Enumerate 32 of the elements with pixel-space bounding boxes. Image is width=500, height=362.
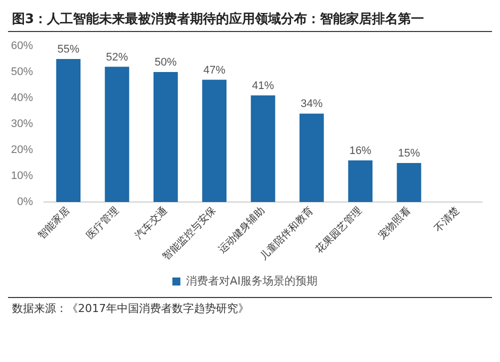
- x-tick-label: 医疗管理: [84, 204, 121, 242]
- bar: [154, 72, 178, 202]
- y-tick-label: 30%: [10, 118, 34, 130]
- data-label: 47%: [203, 64, 226, 76]
- data-label: 41%: [252, 80, 274, 92]
- bar: [104, 66, 130, 202]
- y-tick-label: 20%: [10, 144, 34, 156]
- source-note: 数据来源：《2017年中国消费者数字趋势研究》: [12, 301, 250, 316]
- x-tick-label: 智能家居: [36, 204, 72, 242]
- x-tick-label: 不清楚: [432, 204, 462, 234]
- x-tick-label: 宠物照看: [376, 204, 413, 242]
- y-tick-label: 0%: [17, 196, 34, 208]
- data-label: 52%: [106, 51, 128, 64]
- bar: [348, 160, 373, 202]
- data-label: 15%: [398, 148, 420, 160]
- bar: [202, 80, 227, 202]
- bar: [396, 163, 422, 202]
- y-tick-label: 10%: [10, 170, 34, 182]
- x-tick-label: 汽车交通: [132, 204, 170, 242]
- x-tick-label: 花果园艺管理: [313, 204, 364, 256]
- chart-title: 图3：人工智能未来最被消费者期待的应用领域分布：智能家居排名第一: [8, 8, 492, 32]
- bar: [300, 114, 324, 202]
- y-tick-label: 60%: [10, 40, 34, 52]
- data-label: 16%: [349, 144, 372, 157]
- data-label: 50%: [154, 56, 177, 69]
- y-tick-label: 50%: [10, 66, 34, 78]
- bar: [56, 59, 81, 202]
- bar: [250, 95, 276, 202]
- data-label: 34%: [300, 98, 323, 110]
- y-tick-label: 40%: [10, 92, 34, 104]
- data-label: 55%: [57, 44, 80, 56]
- legend-label: 消费者对AI服务场景的预期: [186, 274, 318, 288]
